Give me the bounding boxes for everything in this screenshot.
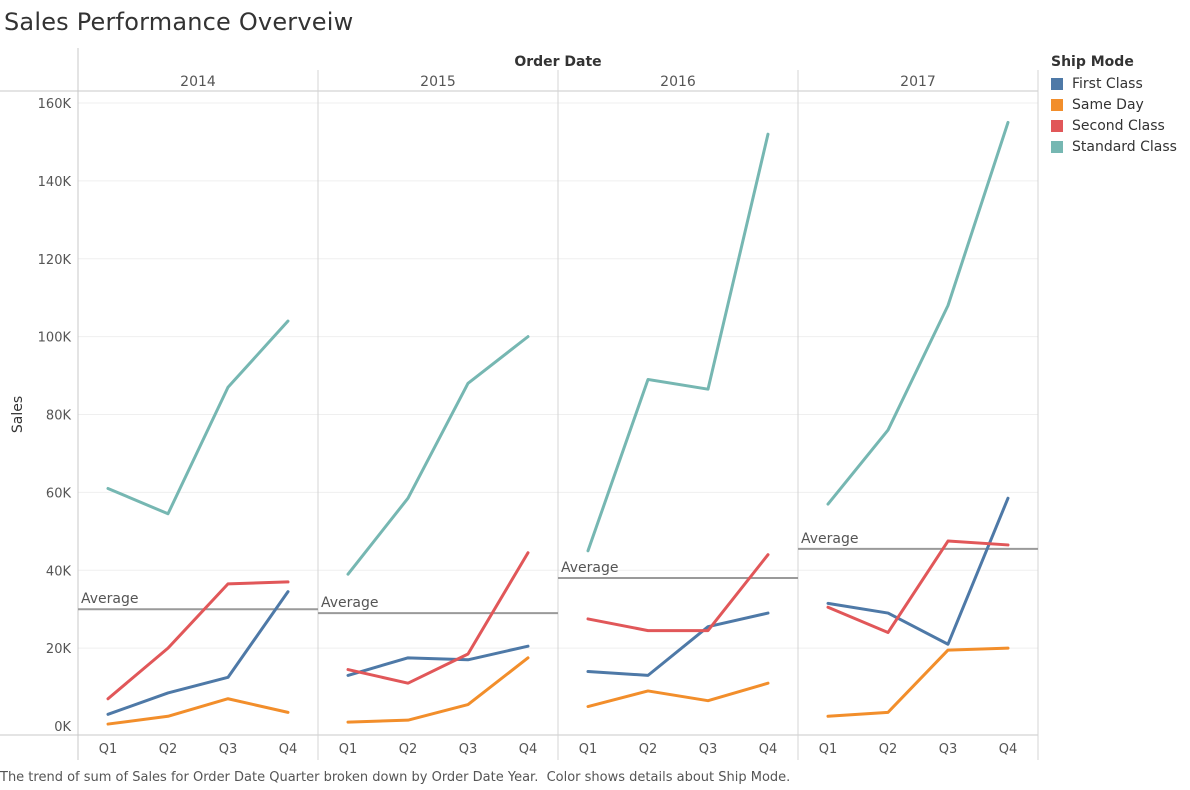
x-tick-label: Q3 [219,742,238,757]
legend-swatch [1051,140,1063,153]
series-line-first-class [106,590,290,716]
legend-item[interactable]: Standard Class [1051,136,1177,157]
x-tick-label: Q4 [759,742,778,757]
legend-label: Standard Class [1072,138,1177,155]
x-tick-label: Q3 [939,742,958,757]
series-line-standard-class [586,132,770,553]
y-tick-label: 40K [46,564,72,579]
y-tick-label: 100K [38,331,72,346]
x-tick-label: Q2 [159,742,178,757]
x-tick-label: Q3 [699,742,718,757]
x-tick-label: Q2 [399,742,418,757]
legend-swatch [1051,98,1063,111]
x-tick-label: Q1 [339,742,358,757]
x-tick-label: Q4 [279,742,298,757]
y-tick-label: 140K [38,175,72,190]
column-header: Order Date [514,54,601,70]
legend: Ship Mode First Class Same Day Second Clas… [1051,54,1177,157]
series-line-standard-class [826,120,1010,506]
panel-frame [0,48,1039,760]
x-tick-label: Q4 [519,742,538,757]
legend-swatch [1051,119,1063,132]
legend-item[interactable]: Same Day [1051,94,1177,115]
year-header: 2016 [660,74,696,90]
y-axis-label: Sales [10,396,26,433]
y-tick-label: 80K [46,409,72,424]
series-line-first-class [826,496,1010,646]
series-line-first-class [346,644,530,677]
x-tick-label: Q2 [639,742,658,757]
legend-swatch [1051,77,1063,90]
y-tick-label: 0K [54,720,71,735]
legend-label: Second Class [1072,117,1165,134]
x-tick-label: Q2 [879,742,898,757]
legend-item[interactable]: First Class [1051,73,1177,94]
series-line-second-class [346,551,530,685]
series-line-first-class [586,611,770,677]
average-label: Average [561,560,619,576]
legend-item[interactable]: Second Class [1051,115,1177,136]
average-label: Average [81,591,139,607]
x-tick-label: Q1 [819,742,838,757]
series-line-second-class [586,553,770,633]
chart-title: Sales Performance Overveiw [4,8,354,36]
series-line-second-class [826,539,1010,635]
x-tick-label: Q1 [579,742,598,757]
series-line-second-class [106,580,290,701]
series-line-standard-class [346,335,530,576]
series-line-same-day [826,646,1010,718]
chart-canvas: Average Average Average Average Order Date 2… [0,48,1039,760]
axis-labels: Order Date 2014 2015 2016 2017 0K 20K 40K 60K 80K… [10,54,1017,757]
y-tick-label: 160K [38,97,72,112]
series-line-same-day [106,697,290,726]
x-tick-label: Q4 [999,742,1018,757]
chart-caption: The trend of sum of Sales for Order Date… [0,770,791,785]
reference-lines: Average Average Average Average [78,531,1038,615]
year-header: 2014 [180,74,216,90]
legend-title: Ship Mode [1051,54,1134,70]
y-tick-label: 120K [38,253,72,268]
average-label: Average [321,595,379,611]
average-label: Average [801,531,859,547]
year-header: 2015 [420,74,456,90]
series-line-standard-class [106,319,290,516]
series-line-same-day [346,656,530,724]
x-tick-label: Q3 [459,742,478,757]
x-tick-label: Q1 [99,742,118,757]
y-tick-label: 20K [46,642,72,657]
series-line-same-day [586,681,770,709]
y-tick-label: 60K [46,486,72,501]
year-header: 2017 [900,74,936,90]
legend-label: Same Day [1072,96,1144,113]
series-layer [106,120,1010,726]
legend-label: First Class [1072,75,1143,92]
